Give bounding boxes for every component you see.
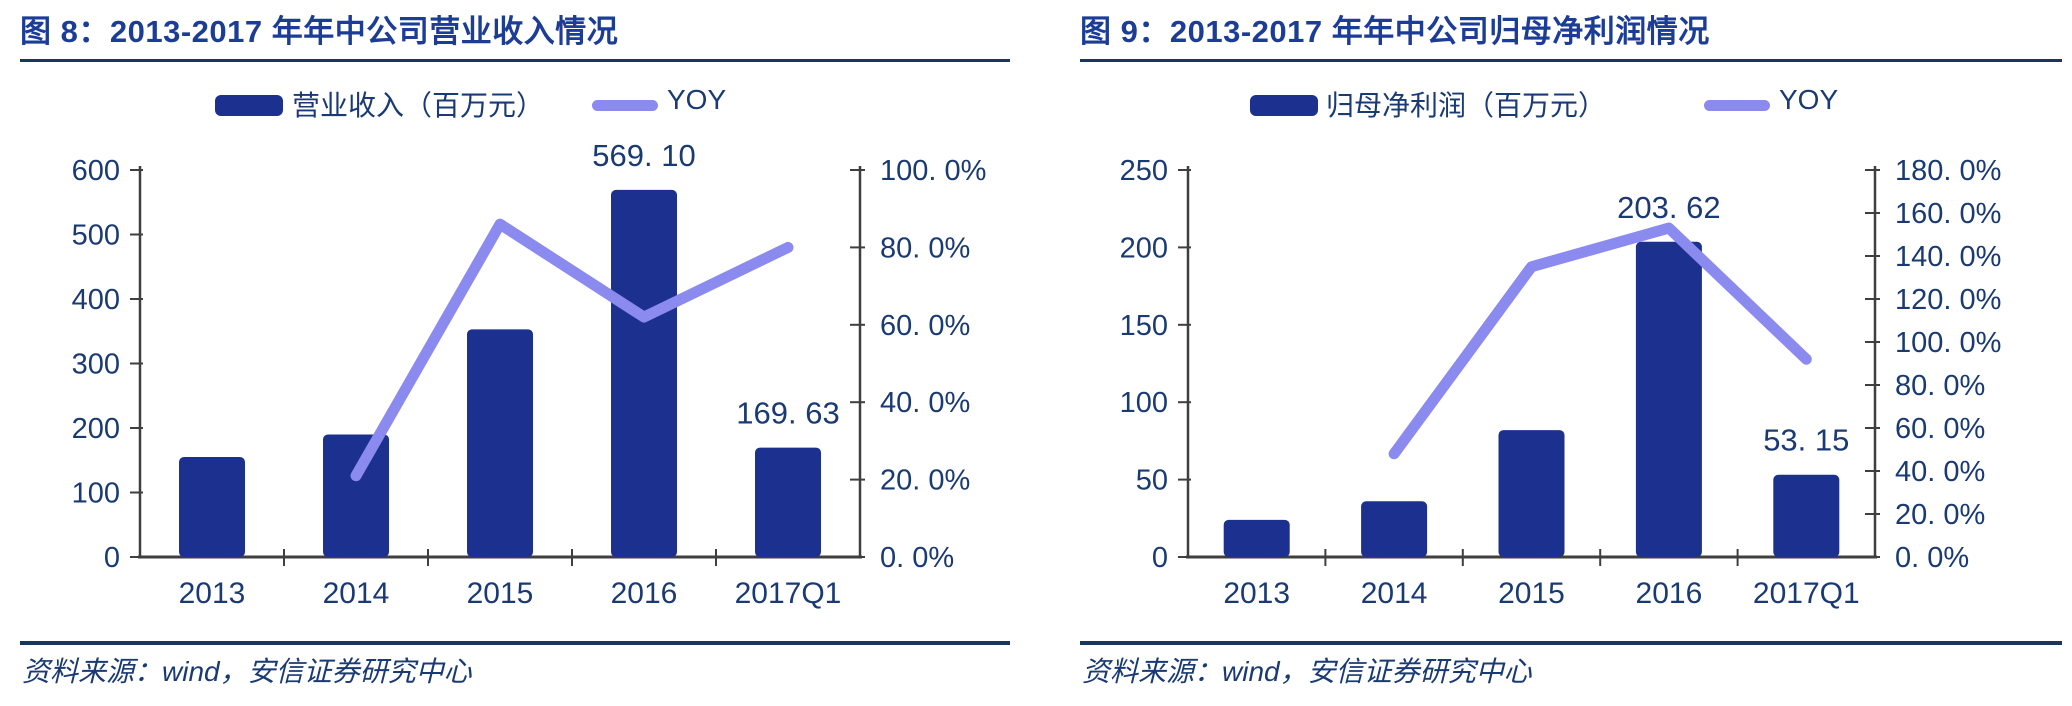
bar-data-label: 53. 15 xyxy=(1763,423,1849,458)
bar-2013 xyxy=(1223,519,1290,557)
bar-2013 xyxy=(179,457,245,557)
x-axis-label: 2016 xyxy=(611,577,678,610)
right-axis-tick-label: 80. 0% xyxy=(1895,370,1985,402)
title-divider xyxy=(1080,59,2062,62)
left-axis-tick-label: 200 xyxy=(72,413,120,445)
left-axis-tick-label: 50 xyxy=(1136,465,1168,497)
footer-divider xyxy=(20,641,1010,645)
bar-2014 xyxy=(323,434,389,557)
legend-bar-label: 营业收入（百万元） xyxy=(292,90,545,121)
bar-2015 xyxy=(1498,430,1565,557)
bar-2016 xyxy=(1635,241,1702,557)
left-axis-tick-label: 400 xyxy=(72,284,120,316)
yoy-line xyxy=(350,218,794,482)
chart-canvas: 600 500 400 300 200 100 0 100. 0% 80. 0% 60. 0% 40… xyxy=(72,138,987,610)
bar-2014 xyxy=(1361,501,1428,557)
left-axis-tick-label: 200 xyxy=(1120,232,1168,264)
bar-data-label: 569. 10 xyxy=(592,138,695,173)
legend: 营业收入（百万元） YOY xyxy=(0,84,1036,124)
line-series-swatch-icon xyxy=(592,100,658,111)
right-axis-tick-label: 40. 0% xyxy=(880,387,970,419)
legend-line-label: YOY xyxy=(667,84,727,115)
right-axis-tick-label: 100. 0% xyxy=(1895,327,2001,359)
left-axis-tick-label: 600 xyxy=(72,155,120,187)
right-axis-tick-label: 160. 0% xyxy=(1895,198,2001,230)
bar-data-label: 203. 62 xyxy=(1617,190,1720,225)
line-series-swatch-icon xyxy=(1704,100,1770,111)
footer-divider xyxy=(1080,641,2062,645)
bar-2017Q1 xyxy=(1773,474,1840,557)
x-axis-label: 2014 xyxy=(323,577,390,610)
chart-title: 图 8：2013-2017 年年中公司营业收入情况 xyxy=(20,14,619,49)
x-axis-label: 2016 xyxy=(1636,577,1703,610)
source-note: 资料来源：wind，安信证券研究中心 xyxy=(22,656,472,687)
legend-bar-label: 归母净利润（百万元） xyxy=(1326,90,1607,121)
right-axis-tick-label: 100. 0% xyxy=(880,155,986,187)
right-axis-tick-label: 80. 0% xyxy=(880,232,970,264)
right-axis-tick-label: 60. 0% xyxy=(880,310,970,342)
right-axis-tick-label: 180. 0% xyxy=(1895,155,2001,187)
left-axis-tick-label: 0 xyxy=(1152,542,1168,574)
bar-2017Q1 xyxy=(755,447,821,557)
chart-canvas: 250 200 150 100 50 0 180. 0% 160. 0% 140. 0% 120.… xyxy=(1120,155,2002,610)
left-axis-tick-label: 250 xyxy=(1120,155,1168,187)
left-axis-tick-label: 500 xyxy=(72,220,120,252)
left-axis-tick-label: 150 xyxy=(1120,310,1168,342)
right-axis-tick-label: 20. 0% xyxy=(1895,499,1985,531)
x-axis-label: 2015 xyxy=(1498,577,1565,610)
left-axis-tick-label: 300 xyxy=(72,349,120,381)
x-axis-label: 2014 xyxy=(1361,577,1428,610)
figure-8-panel: 图 8：2013-2017 年年中公司营业收入情况 营业收入（百万元） YOY … xyxy=(0,14,1036,687)
bar-2016 xyxy=(611,189,677,558)
chart-title: 图 9：2013-2017 年年中公司归母净利润情况 xyxy=(1080,14,1710,49)
legend: 归母净利润（百万元） YOY xyxy=(1036,84,2072,124)
right-axis-tick-label: 0. 0% xyxy=(880,542,954,574)
x-axis-label: 2017Q1 xyxy=(1753,577,1860,610)
right-axis-tick-label: 0. 0% xyxy=(1895,542,1969,574)
bar-series-swatch-icon xyxy=(1250,95,1318,116)
yoy-line xyxy=(1388,222,1812,460)
bar-2015 xyxy=(467,329,533,557)
x-axis-label: 2013 xyxy=(1223,577,1290,610)
right-axis-tick-label: 120. 0% xyxy=(1895,284,2001,316)
bar-series-swatch-icon xyxy=(215,95,283,116)
figure-9-panel: 图 9：2013-2017 年年中公司归母净利润情况 归母净利润（百万元） YO… xyxy=(1036,0,2072,706)
left-axis-tick-label: 100 xyxy=(1120,387,1168,419)
legend-line-label: YOY xyxy=(1779,84,1839,115)
right-axis-tick-label: 140. 0% xyxy=(1895,241,2001,273)
x-axis-label: 2017Q1 xyxy=(735,577,842,610)
left-axis-tick-label: 0 xyxy=(104,542,120,574)
source-note: 资料来源：wind，安信证券研究中心 xyxy=(1082,656,1532,687)
title-divider xyxy=(20,59,1010,62)
bar-data-label: 169. 63 xyxy=(736,396,839,431)
right-axis-tick-label: 60. 0% xyxy=(1895,413,1985,445)
x-axis-label: 2013 xyxy=(179,577,246,610)
x-axis-label: 2015 xyxy=(467,577,534,610)
right-axis-tick-label: 40. 0% xyxy=(1895,456,1985,488)
right-axis-tick-label: 20. 0% xyxy=(880,465,970,497)
left-axis-tick-label: 100 xyxy=(72,478,120,510)
